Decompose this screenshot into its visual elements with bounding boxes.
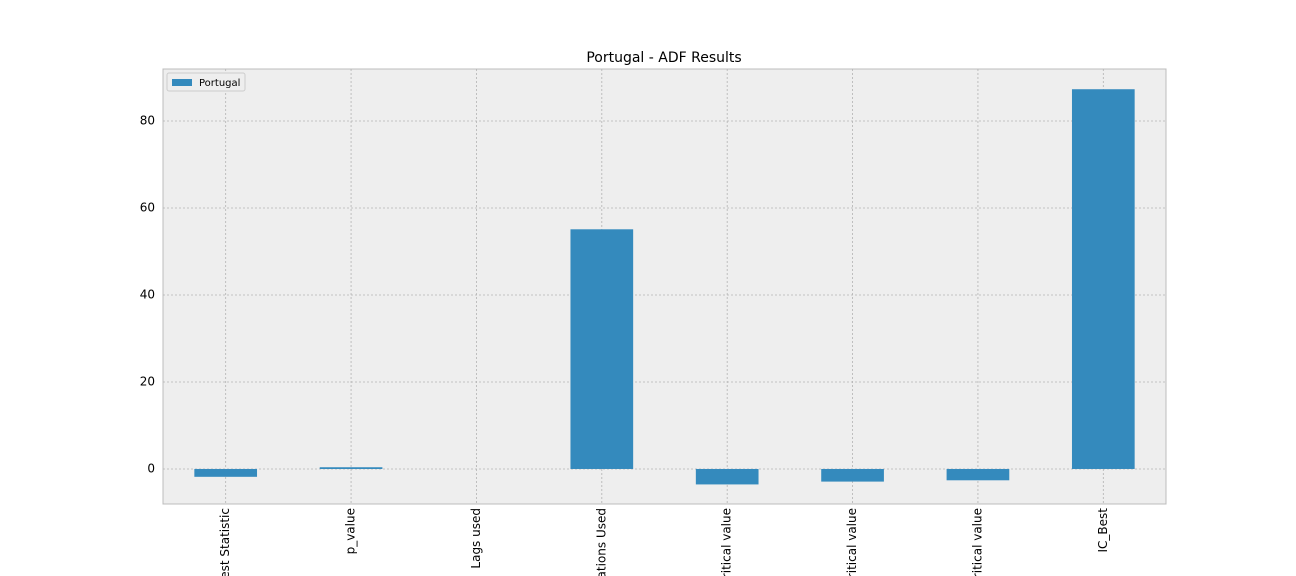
x-tick-label: ritical value <box>970 508 984 576</box>
legend-box <box>166 72 246 92</box>
bar <box>319 467 383 469</box>
y-tick-label: 80 <box>140 113 155 127</box>
x-tick-label: IC_Best <box>1096 508 1110 553</box>
bar <box>695 468 759 485</box>
bar <box>946 468 1010 481</box>
legend-swatch <box>172 79 192 86</box>
chart-title: Portugal - ADF Results <box>586 50 741 66</box>
x-tick-label: ations Used <box>594 508 608 576</box>
bar <box>194 468 258 477</box>
y-tick-label: 0 <box>147 461 155 475</box>
x-tick-label: ritical value <box>845 508 859 576</box>
bar <box>570 229 634 469</box>
x-tick-label: Lags used <box>469 508 483 569</box>
legend-label: Portugal <box>199 78 240 89</box>
x-tick-label: p_value <box>344 508 358 554</box>
bar <box>1071 89 1135 469</box>
x-tick-label: ritical value <box>720 508 734 576</box>
bar <box>821 468 884 482</box>
plot-area <box>162 68 1167 505</box>
y-tick-label: 20 <box>140 374 155 388</box>
x-tick-label: est Statistic <box>218 508 232 576</box>
y-tick-label: 40 <box>140 287 155 301</box>
y-tick-label: 60 <box>140 200 155 214</box>
